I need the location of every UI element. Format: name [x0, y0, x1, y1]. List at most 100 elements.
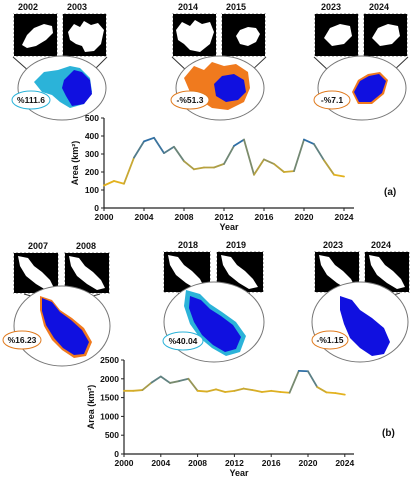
panel-label: (b)	[382, 428, 395, 439]
x-tick-label: 2004	[135, 212, 154, 222]
year-label: 2014	[178, 2, 198, 12]
x-tick-label: 2000	[115, 458, 134, 468]
series-line-segment	[193, 166, 205, 171]
panel-a-group-3: 2023 2024 -%7.1	[313, 2, 409, 121]
x-tick-label: 2012	[215, 212, 234, 222]
chart-a: 0 100 200 300 400 500 2000 2004 2008 2012 2016 2020…	[70, 113, 354, 232]
year-label: 2023	[321, 2, 341, 12]
y-tick-label: 300	[85, 149, 99, 159]
series-line-segment	[273, 162, 285, 173]
series-line-segment	[334, 392, 346, 396]
change-badge	[170, 90, 210, 110]
series-line-segment	[316, 386, 328, 394]
y-tick-label: 0	[114, 449, 119, 459]
lake-stable-area	[214, 74, 246, 102]
series-line-segment	[233, 138, 245, 147]
y-tick-label: 500	[105, 430, 119, 440]
series-line-segment	[293, 138, 305, 173]
x-tick-label: 2020	[295, 212, 314, 222]
lake-mask	[168, 255, 204, 289]
x-tick-label: 2004	[151, 458, 170, 468]
year-label: 2008	[76, 241, 96, 251]
y-tick-label: 0	[94, 203, 99, 213]
series-line-segment	[223, 144, 235, 165]
series-line-segment	[253, 158, 265, 176]
series-line-segment	[205, 388, 217, 393]
x-tick-label: 2020	[299, 458, 318, 468]
change-percent: -%7.1	[321, 95, 343, 105]
series-line-segment	[333, 173, 345, 178]
year-label: 2015	[226, 2, 246, 12]
year-label: 2023	[323, 240, 343, 250]
change-badge	[2, 330, 42, 350]
series-line-segment	[169, 380, 181, 384]
lake-mask	[18, 256, 54, 290]
year-label: 2002	[18, 2, 38, 12]
series-line-segment	[213, 162, 225, 169]
x-tick-label: 2024	[335, 212, 354, 222]
series-line-segment	[123, 156, 135, 185]
lake-mask	[369, 255, 405, 289]
lake-mask	[221, 255, 258, 289]
series-line-segment	[187, 377, 199, 392]
x-tick-label: 2012	[225, 458, 244, 468]
series-line-segment	[323, 159, 335, 176]
series-line-segment	[224, 389, 236, 393]
change-badge	[11, 90, 51, 110]
change-badge	[311, 330, 349, 350]
year-label: 2024	[371, 240, 391, 250]
series-line-segment	[159, 375, 171, 384]
lake-mask	[324, 24, 352, 46]
x-tick-label: 2000	[95, 212, 114, 222]
y-tick-label: 1500	[100, 393, 119, 403]
series-line-segment	[150, 375, 162, 384]
panel-b-group-3: 2023 2024 -%1.15	[311, 240, 410, 363]
lake-mask	[68, 21, 104, 52]
series-line-segment	[132, 389, 144, 392]
series-line-segment	[133, 140, 145, 159]
year-label: 2003	[67, 2, 87, 12]
lake-mask	[236, 27, 260, 46]
change-percent: -%51.3	[177, 95, 204, 105]
lake-mask	[372, 24, 400, 46]
y-tick-label: 500	[85, 113, 99, 123]
lake-mask	[176, 20, 214, 52]
series-line-segment	[178, 377, 190, 382]
series-line-segment	[153, 136, 165, 155]
x-tick-label: 2024	[335, 458, 354, 468]
change-badge	[313, 90, 351, 110]
change-percent: %16.23	[8, 335, 37, 345]
series-line-segment	[288, 370, 300, 394]
series-line-segment	[163, 145, 175, 155]
panel-label: (a)	[384, 187, 396, 198]
chart-b: 0 500 1000 1500 2000 2500 2000 2004 2008 2012 2016…	[86, 355, 355, 478]
series-line-segment	[113, 180, 125, 185]
series-line-segment	[263, 158, 275, 165]
series-line-segment	[251, 389, 263, 393]
change-percent: %111.6	[17, 95, 45, 105]
year-label: 2018	[178, 240, 198, 250]
year-label: 2024	[369, 2, 389, 12]
y-tick-label: 100	[85, 185, 99, 195]
panel-a-group-1: 2002 2003 %111.6	[11, 2, 108, 121]
lake-stable-area	[42, 298, 89, 355]
y-tick-label: 1000	[100, 411, 119, 421]
panel-a-group-2: 2014 2015 -%51.3	[170, 2, 267, 121]
panel-b-group-2: 2018 2019 %40.04	[162, 240, 265, 363]
series-line-segment	[143, 136, 155, 143]
x-tick-label: 2008	[175, 212, 194, 222]
series-line-segment	[243, 138, 255, 176]
y-tick-label: 400	[85, 131, 99, 141]
x-tick-label: 2016	[255, 212, 274, 222]
y-tick-label: 200	[85, 167, 99, 177]
year-label: 2019	[226, 240, 246, 250]
series-line-segment	[215, 388, 227, 393]
y-axis-title: Area (km²)	[86, 385, 96, 430]
x-axis-title: Year	[229, 468, 249, 478]
series-line-segment	[279, 391, 291, 394]
change-percent: %40.04	[169, 336, 198, 346]
x-axis-title: Year	[219, 222, 239, 232]
y-axis-title: Area (km²)	[70, 141, 80, 186]
series-line-segment	[261, 389, 273, 393]
